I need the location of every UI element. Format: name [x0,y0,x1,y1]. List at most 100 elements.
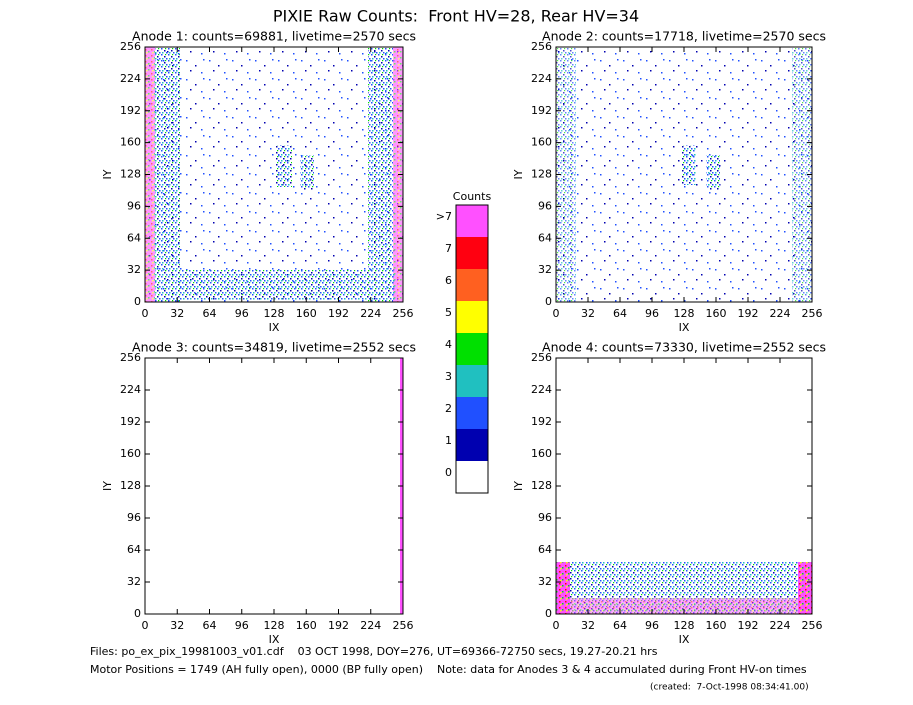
x-tick-label: 96 [235,307,249,320]
x-tick-label: 32 [581,307,595,320]
colorbar-title: Counts [453,190,492,203]
y-tick-label: 32 [127,575,141,588]
colorbar-swatch [456,397,488,429]
y-tick-label: 192 [120,104,141,117]
x-tick-label: 160 [296,619,317,632]
x-tick-label: 64 [613,307,627,320]
y-tick-label: 192 [120,415,141,428]
y-tick-label: 256 [120,40,141,53]
colorbar-label: 7 [445,242,452,255]
x-tick-label: 256 [802,619,823,632]
colorbar-label: 3 [445,370,452,383]
page-title: PIXIE Raw Counts: Front HV=28, Rear HV=3… [273,7,639,26]
y-tick-label: 64 [538,231,552,244]
x-tick-label: 128 [674,307,695,320]
x-tick-label: 128 [264,619,285,632]
y-tick-label: 96 [127,511,141,524]
x-tick-label: 256 [802,307,823,320]
x-tick-label: 96 [645,619,659,632]
x-tick-label: 0 [142,619,149,632]
colorbar-swatch [456,237,488,269]
y-tick-label: 0 [545,295,552,308]
y-tick-label: 96 [538,511,552,524]
footer-files: Files: po_ex_pix_19981003_v01.cdf 03 OCT… [90,645,658,658]
y-tick-label: 32 [127,263,141,276]
x-tick-label: 96 [645,307,659,320]
y-tick-label: 0 [134,607,141,620]
x-axis-label: IX [679,321,690,334]
y-tick-label: 96 [127,199,141,212]
y-tick-label: 0 [545,607,552,620]
x-axis-label: IX [269,633,280,646]
x-tick-label: 64 [203,619,217,632]
y-axis-label: IY [101,481,114,491]
x-tick-label: 0 [553,619,560,632]
x-tick-label: 224 [360,619,381,632]
y-tick-label: 160 [531,447,552,460]
x-axis-label: IX [679,633,690,646]
colorbar-label: 6 [445,274,452,287]
x-tick-label: 128 [674,619,695,632]
y-tick-label: 256 [531,351,552,364]
colorbar-label: 5 [445,306,452,319]
colorbar-swatch [456,365,488,397]
y-tick-label: 128 [120,168,141,181]
x-tick-label: 256 [393,307,414,320]
x-tick-label: 256 [393,619,414,632]
colorbar-frame [455,204,489,494]
y-tick-label: 128 [120,479,141,492]
y-tick-label: 224 [120,383,141,396]
y-tick-label: 192 [531,415,552,428]
y-tick-label: 0 [134,295,141,308]
plot-frame [144,357,404,615]
x-tick-label: 192 [738,619,759,632]
footer-motor: Motor Positions = 1749 (AH fully open), … [90,663,807,676]
y-tick-label: 64 [127,231,141,244]
y-tick-label: 224 [120,72,141,85]
y-tick-label: 64 [538,543,552,556]
footer-created: (created: 7-Oct-1998 08:34:41.00) [650,683,809,693]
x-tick-label: 96 [235,619,249,632]
x-tick-label: 32 [581,619,595,632]
colorbar-swatch [456,429,488,461]
panel-title: Anode 2: counts=17718, livetime=2570 sec… [542,29,826,44]
panel-title: Anode 1: counts=69881, livetime=2570 sec… [132,29,416,44]
x-tick-label: 160 [296,307,317,320]
colorbar-label: >7 [436,210,452,223]
x-tick-label: 224 [770,307,791,320]
panel-title: Anode 3: counts=34819, livetime=2552 sec… [132,340,416,355]
y-tick-label: 64 [127,543,141,556]
y-tick-label: 160 [120,136,141,149]
y-axis-label: IY [512,169,525,179]
x-tick-label: 192 [738,307,759,320]
colorbar-swatch [456,269,488,301]
panel-title: Anode 4: counts=73330, livetime=2552 sec… [542,340,826,355]
y-tick-label: 160 [120,447,141,460]
x-tick-label: 32 [170,307,184,320]
x-tick-label: 192 [328,619,349,632]
y-tick-label: 256 [120,351,141,364]
colorbar-label: 1 [445,434,452,447]
y-axis-label: IY [512,481,525,491]
y-tick-label: 96 [538,199,552,212]
y-tick-label: 128 [531,479,552,492]
x-tick-label: 160 [706,619,727,632]
x-tick-label: 128 [264,307,285,320]
colorbar-swatch [456,301,488,333]
y-tick-label: 224 [531,383,552,396]
x-tick-label: 160 [706,307,727,320]
y-tick-label: 256 [531,40,552,53]
x-tick-label: 224 [360,307,381,320]
colorbar-label: 2 [445,402,452,415]
x-tick-label: 0 [142,307,149,320]
colorbar-swatch [456,205,488,237]
y-tick-label: 160 [531,136,552,149]
texture [145,47,812,614]
colorbar-label: 4 [445,338,452,351]
x-tick-label: 64 [203,307,217,320]
y-axis-label: IY [101,169,114,179]
x-tick-label: 32 [170,619,184,632]
x-tick-label: 224 [770,619,791,632]
y-tick-label: 128 [531,168,552,181]
